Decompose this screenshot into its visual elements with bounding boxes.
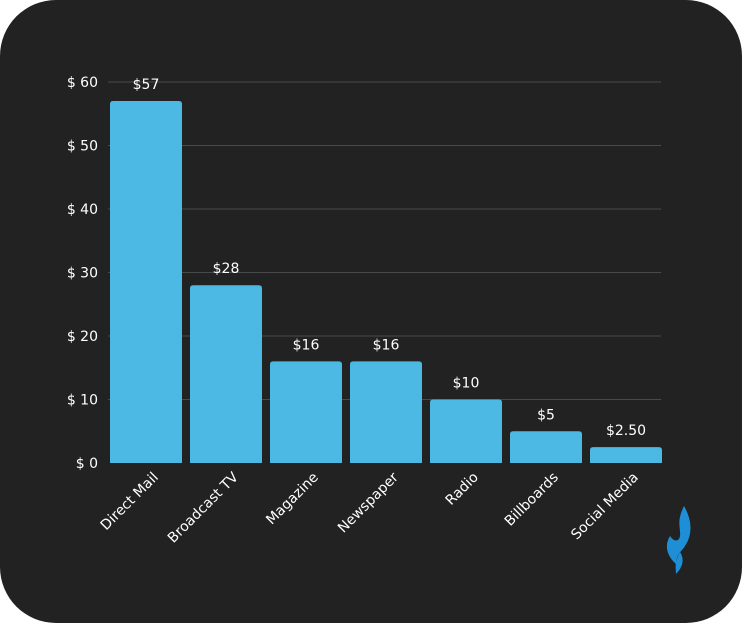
bar-direct-mail	[110, 101, 182, 464]
data-label: $28	[213, 261, 240, 277]
y-tick-label: $ 10	[67, 393, 98, 409]
category-label: Newspaper	[335, 469, 402, 536]
category-label: Broadcast TV	[165, 469, 242, 546]
flame-logo-icon	[666, 506, 691, 574]
y-tick-label: $ 60	[67, 75, 98, 91]
bar-social-media	[590, 447, 662, 463]
data-label: $5	[537, 407, 555, 423]
y-tick-label: $ 20	[67, 329, 98, 345]
category-label: Direct Mail	[98, 470, 162, 534]
bars	[110, 101, 662, 464]
category-label: Social Media	[568, 470, 642, 544]
category-label: Billboards	[502, 470, 562, 530]
y-tick-label: $ 40	[67, 202, 98, 218]
data-label: $16	[293, 337, 320, 353]
data-label: $57	[133, 77, 160, 93]
bar-billboards	[510, 431, 582, 463]
bar-radio	[430, 399, 502, 463]
y-tick-label: $ 50	[67, 139, 98, 155]
category-label: Radio	[443, 470, 482, 509]
bar-newspaper	[350, 361, 422, 463]
x-axis-categories: Direct Mail Broadcast TV Magazine Newspaper…	[98, 469, 642, 546]
data-label: $2.50	[606, 423, 646, 439]
y-axis-ticks: $ 0 $ 10 $ 20 $ 30 $ 40 $ 50 $ 60	[67, 75, 98, 472]
category-label: Magazine	[263, 470, 322, 529]
y-tick-label: $ 30	[67, 266, 98, 282]
data-label: $16	[373, 337, 400, 353]
data-labels: $57 $28 $16 $16 $10 $5 $2.50	[133, 77, 646, 439]
data-label: $10	[453, 376, 480, 392]
bar-magazine	[270, 361, 342, 463]
y-tick-label: $ 0	[76, 456, 98, 472]
bar-broadcast-tv	[190, 285, 262, 463]
